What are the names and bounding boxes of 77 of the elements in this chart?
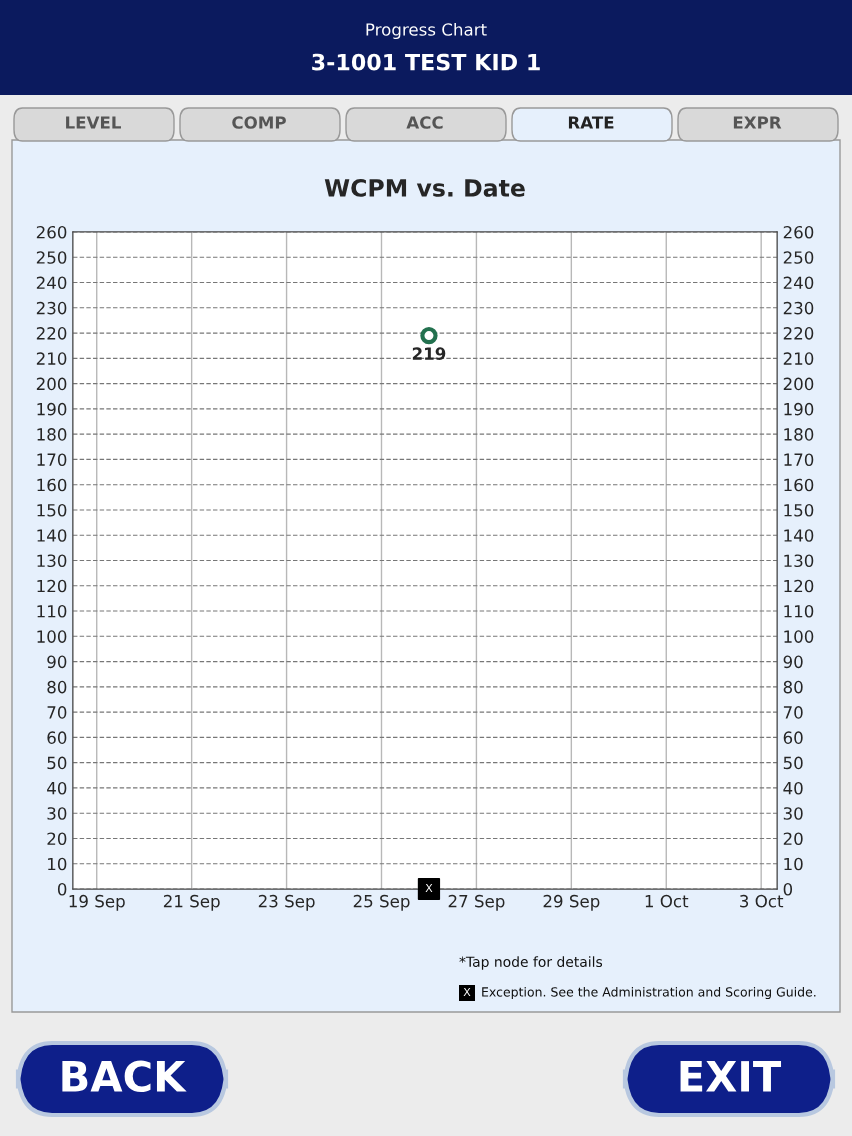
text: COMP bbox=[232, 116, 286, 129]
y-tick-label: 120 bbox=[37, 579, 67, 593]
y2-tick-label: 150 bbox=[784, 503, 814, 517]
x-tick-label: 19 Sep bbox=[69, 894, 125, 911]
y-tick-label: 40 bbox=[47, 781, 67, 795]
data-label: X bbox=[425, 883, 433, 893]
y2-tick-label: 210 bbox=[783, 352, 814, 365]
y2-tick-label: 20 bbox=[783, 832, 803, 846]
text: *Tap node for details bbox=[459, 956, 603, 970]
y-tick-label: 50 bbox=[47, 756, 67, 770]
y2-tick-label: 130 bbox=[784, 554, 814, 568]
y-tick-label: 100 bbox=[37, 630, 67, 643]
y2-tick-label: 90 bbox=[783, 655, 803, 669]
text: RATE bbox=[568, 116, 614, 129]
y2-tick-label: 170 bbox=[784, 453, 814, 466]
y2-tick-label: 110 bbox=[784, 605, 814, 618]
y-tick-label: 260 bbox=[36, 225, 67, 239]
text: Exception. See the Administration and Scoring Guide. bbox=[482, 986, 816, 1000]
x-tick-label: 21 Sep bbox=[163, 894, 220, 911]
y2-tick-label: 200 bbox=[783, 377, 814, 391]
y-tick-label: 130 bbox=[37, 554, 67, 568]
y-tick-label: 220 bbox=[36, 327, 67, 340]
x-tick-label: 25 Sep bbox=[353, 894, 410, 911]
y2-tick-label: 240 bbox=[783, 276, 814, 290]
y2-tick-label: 180 bbox=[784, 428, 814, 441]
y-tick-label: 170 bbox=[37, 453, 67, 466]
y2-tick-label: 80 bbox=[783, 680, 803, 694]
y-tick-label: 230 bbox=[36, 301, 67, 315]
y-tick-label: 180 bbox=[37, 428, 67, 441]
y2-tick-label: 230 bbox=[783, 301, 814, 315]
text: BACK bbox=[62, 1060, 187, 1093]
y-tick-label: 80 bbox=[47, 680, 67, 694]
y2-tick-label: 120 bbox=[784, 579, 814, 593]
y2-tick-label: 190 bbox=[784, 402, 814, 416]
y-tick-label: 30 bbox=[47, 807, 67, 820]
y-tick-label: 210 bbox=[36, 352, 67, 365]
y2-tick-label: 220 bbox=[783, 327, 814, 340]
text: 3-1001 TEST KID 1 bbox=[312, 53, 540, 71]
y-tick-label: 110 bbox=[37, 605, 67, 618]
y2-tick-label: 260 bbox=[783, 225, 814, 239]
y-tick-label: 250 bbox=[36, 251, 67, 264]
x-tick-label: 27 Sep bbox=[448, 894, 505, 911]
y2-tick-label: 140 bbox=[784, 529, 814, 542]
y-tick-label: 140 bbox=[37, 529, 67, 542]
y-tick-label: 150 bbox=[37, 503, 67, 517]
y2-tick-label: 30 bbox=[783, 807, 803, 820]
chart-title: WCPM vs. Date bbox=[324, 178, 525, 197]
y-tick-label: 0 bbox=[57, 882, 67, 896]
y-tick-label: 70 bbox=[47, 706, 67, 719]
y-tick-label: 10 bbox=[48, 857, 67, 871]
y2-tick-label: 0 bbox=[783, 882, 793, 896]
y2-tick-label: 60 bbox=[783, 731, 803, 744]
y2-tick-label: 160 bbox=[784, 478, 814, 492]
data-label: 219 bbox=[412, 347, 446, 360]
y-tick-label: 90 bbox=[47, 655, 67, 669]
y2-tick-label: 70 bbox=[783, 706, 803, 719]
y-tick-label: 60 bbox=[47, 731, 67, 744]
x-tick-label: 1 Oct bbox=[645, 894, 689, 908]
text: ACC bbox=[406, 116, 443, 129]
y2-tick-label: 250 bbox=[783, 251, 814, 264]
text: EXIT bbox=[680, 1061, 782, 1092]
y2-tick-label: 10 bbox=[784, 857, 803, 871]
text: LEVEL bbox=[66, 116, 121, 129]
y-tick-label: 240 bbox=[36, 276, 67, 290]
text: Progress Chart bbox=[366, 22, 487, 40]
x-tick-label: 29 Sep bbox=[543, 894, 600, 911]
y-tick-label: 160 bbox=[37, 478, 67, 492]
y-tick-label: 200 bbox=[36, 377, 67, 391]
x-tick-label: 23 Sep bbox=[258, 894, 315, 911]
y2-tick-label: 50 bbox=[783, 756, 803, 770]
x-tick-label: 3 Oct bbox=[740, 894, 784, 908]
y2-tick-label: 100 bbox=[784, 630, 814, 643]
text: EXPR bbox=[733, 116, 782, 129]
text: X bbox=[463, 987, 471, 997]
y-tick-label: 20 bbox=[47, 832, 67, 846]
y2-tick-label: 40 bbox=[783, 781, 803, 795]
y-tick-label: 190 bbox=[37, 402, 67, 416]
